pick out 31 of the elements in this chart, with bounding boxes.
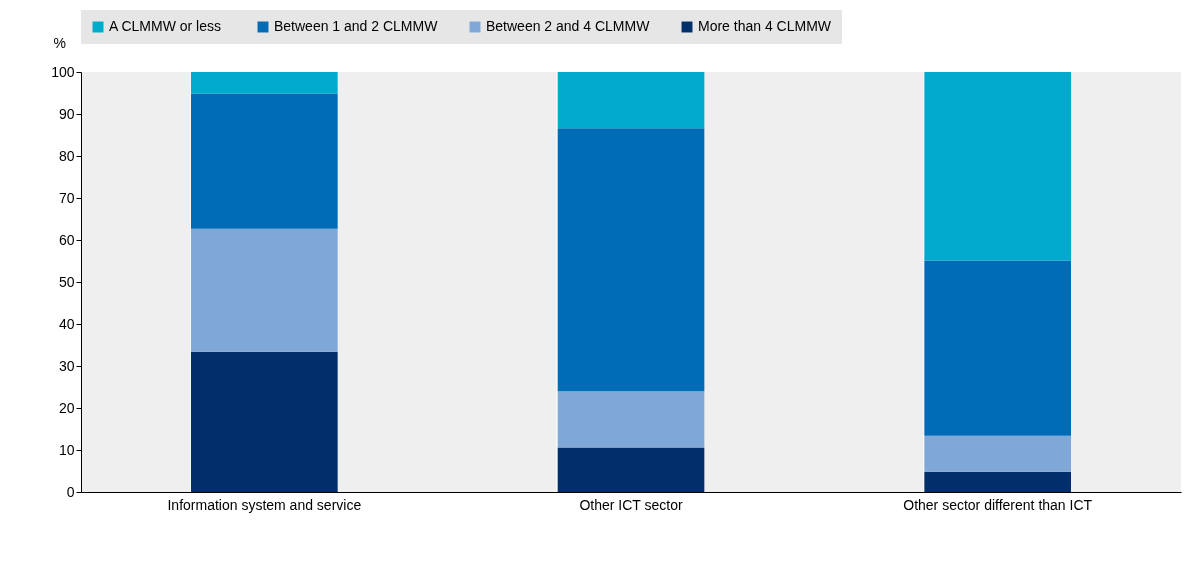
bar <box>557 391 705 448</box>
legend-label: A CLMMW or less <box>109 18 222 34</box>
bar <box>924 471 1071 492</box>
bar <box>924 72 1071 261</box>
y-tick-label: 0 <box>66 483 75 500</box>
y-axis-title: % <box>53 34 66 51</box>
bar <box>557 128 705 392</box>
y-tick-label: 100 <box>51 63 75 80</box>
bar <box>191 72 338 94</box>
y-tick-label: 40 <box>58 315 75 332</box>
bar <box>191 93 338 229</box>
y-tick-label: 70 <box>58 189 75 206</box>
bar <box>924 260 1071 436</box>
y-tick-label: 90 <box>58 105 75 122</box>
bar <box>557 447 705 492</box>
x-tick-label: Other ICT sector <box>579 496 683 513</box>
bar <box>191 228 338 352</box>
y-tick-label: 50 <box>58 273 75 290</box>
y-tick-label: 80 <box>58 147 75 164</box>
bar <box>191 351 338 492</box>
x-tick-label: Other sector different than ICT <box>903 496 1093 513</box>
legend-label: Between 1 and 2 CLMMW <box>274 18 439 34</box>
y-tick-label: 30 <box>58 357 75 374</box>
y-tick-label: 10 <box>58 441 75 458</box>
bar <box>557 72 705 129</box>
legend-label: Between 2 and 4 CLMMW <box>486 18 651 34</box>
y-tick-label: 20 <box>58 399 75 416</box>
legend-label: More than 4 CLMMW <box>698 18 832 34</box>
y-tick-label: 60 <box>58 231 75 248</box>
x-tick-label: Information system and service <box>167 496 362 513</box>
bar <box>924 435 1071 472</box>
